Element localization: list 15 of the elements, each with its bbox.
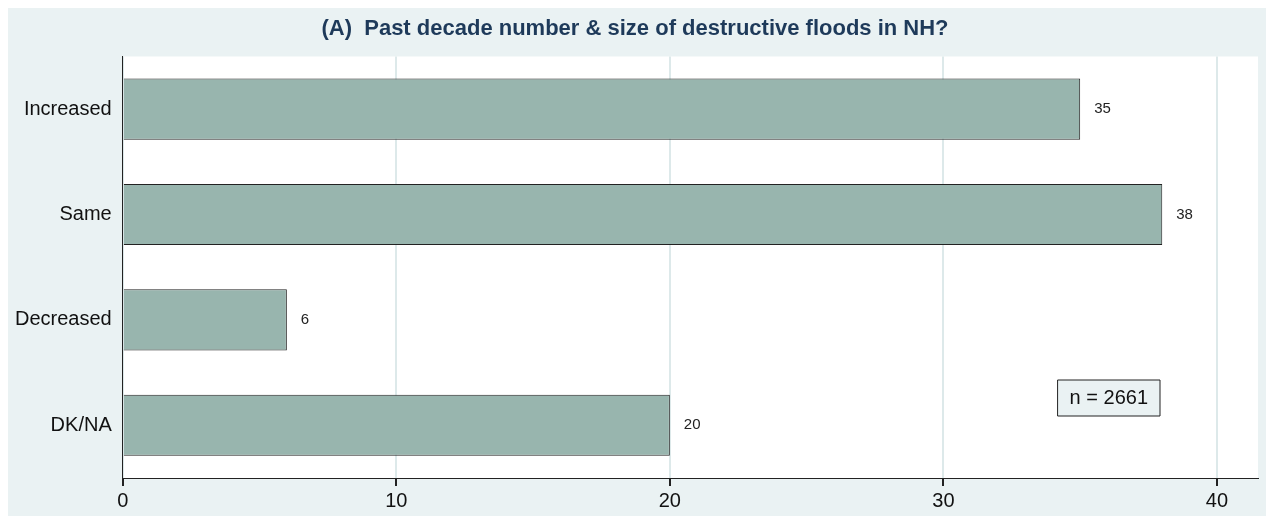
x-tick-label: 10 <box>385 488 408 511</box>
x-tick-label: 0 <box>117 488 129 511</box>
data-label: 38 <box>1176 204 1193 222</box>
chart-title: (A) Past decade number & size of destructive floods in NH? <box>321 15 949 41</box>
x-tick-label: 40 <box>1205 488 1229 511</box>
data-label: 35 <box>1094 99 1111 117</box>
y-tick-label: Increased <box>23 96 112 119</box>
annotation: n = 2661 <box>1069 385 1149 408</box>
x-tick-label: 20 <box>658 488 681 511</box>
y-tick-label: Same <box>59 202 112 225</box>
y-tick-label: DK/NA <box>50 412 113 435</box>
x-tick-label: 30 <box>932 488 955 511</box>
y-tick-label: Decreased <box>15 307 112 330</box>
data-label: 6 <box>300 310 310 328</box>
data-label: 20 <box>683 415 701 433</box>
